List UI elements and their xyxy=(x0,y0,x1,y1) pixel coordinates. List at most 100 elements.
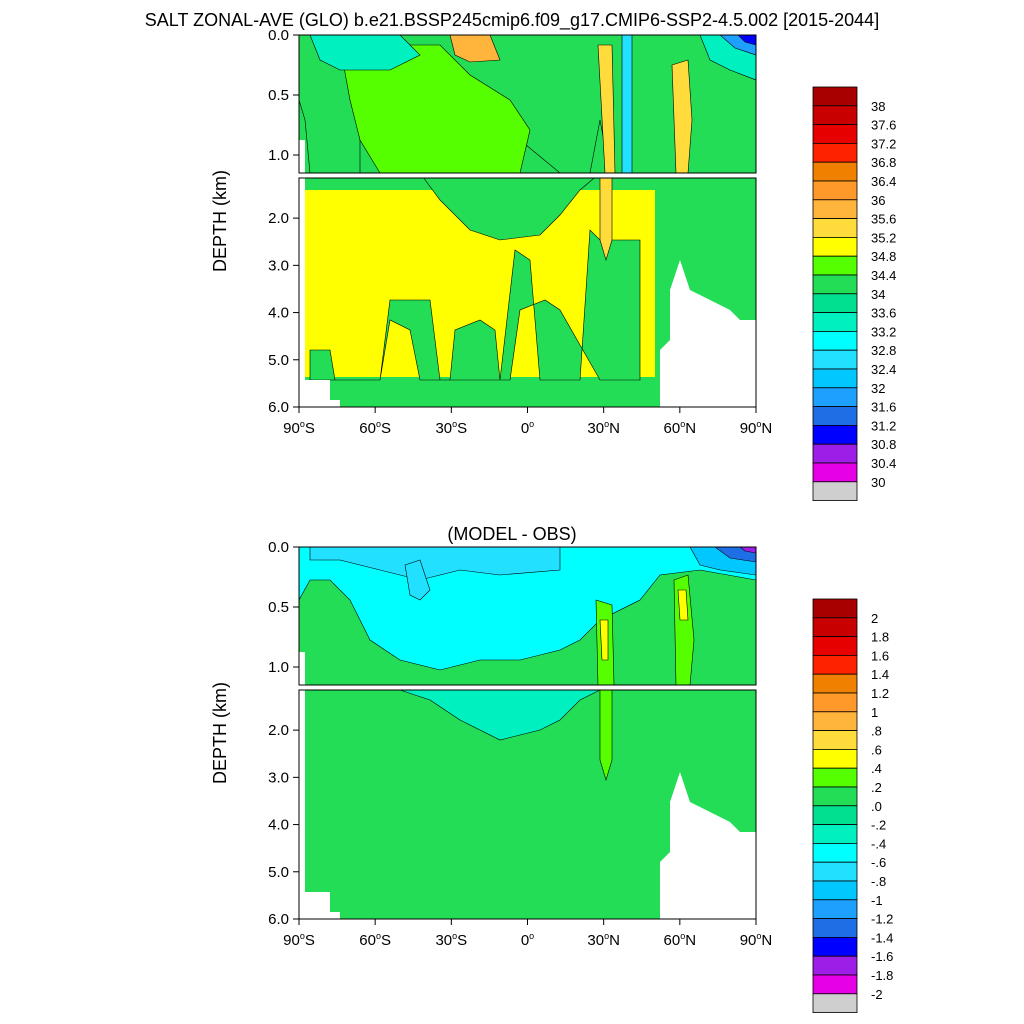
chart-title-salinity: SALT ZONAL-AVE (GLO) b.e21.BSSP245cmip6.… xyxy=(145,10,879,31)
colorbar-label: 30 xyxy=(871,475,885,490)
colorbar-label: 34.4 xyxy=(871,268,896,283)
colorbar-swatch xyxy=(812,255,858,276)
land-mask xyxy=(299,547,756,919)
y-tick-label: 1.0 xyxy=(268,659,289,676)
colorbar-label: -.2 xyxy=(871,818,886,833)
field-region xyxy=(737,35,756,46)
colorbar-swatch xyxy=(812,142,858,163)
y-tick-label: 5.0 xyxy=(268,864,289,881)
colorbar-swatch xyxy=(812,843,858,863)
colorbar-swatch xyxy=(812,937,858,957)
x-tick-label: 60oN xyxy=(664,931,697,949)
colorbar-swatch xyxy=(812,86,858,107)
y-tick-label: 5.0 xyxy=(268,352,289,369)
colorbar-label: 1.4 xyxy=(871,667,889,682)
colorbar-label: 31.2 xyxy=(871,418,896,433)
colorbar-label: 35.6 xyxy=(871,212,896,227)
colorbar-label: 38 xyxy=(871,99,885,114)
y-tick-label: 0.5 xyxy=(268,87,289,104)
x-tick-label: 60oN xyxy=(664,419,697,437)
field-region xyxy=(404,559,431,601)
y-tick-label: 3.0 xyxy=(268,257,289,274)
colorbar-label: 1 xyxy=(871,705,878,720)
x-tick-label: 30oS xyxy=(435,931,467,949)
colorbar-swatch xyxy=(812,749,858,769)
colorbar-swatch xyxy=(812,218,858,238)
colorbar-swatch xyxy=(812,824,858,844)
field-region xyxy=(419,172,601,241)
x-tick-label: 90oS xyxy=(283,931,315,949)
colorbar-swatch xyxy=(812,424,858,445)
contour-field xyxy=(299,547,756,919)
colorbar-swatch xyxy=(812,880,858,901)
y-tick-label: 6.0 xyxy=(268,399,289,416)
colorbar-label: .2 xyxy=(871,780,882,795)
colorbar-swatch xyxy=(812,673,858,694)
field-region xyxy=(309,35,421,71)
x-tick-label: 30oN xyxy=(587,419,620,437)
colorbar-label: .0 xyxy=(871,799,882,814)
y-tick-label: 2.0 xyxy=(268,210,289,227)
x-tick-label: 90oN xyxy=(740,931,773,949)
colorbar-label: 33.2 xyxy=(871,324,896,339)
colorbar-label: -1.2 xyxy=(871,912,893,927)
field-region xyxy=(671,59,693,174)
contour-field xyxy=(299,35,756,407)
y-tick-label: 0.0 xyxy=(268,539,289,556)
colorbar-swatch xyxy=(812,955,858,976)
colorbar-swatch xyxy=(812,199,858,220)
colorbar-label: -.4 xyxy=(871,836,886,851)
panel-1: 0.0 0.5 1.0 2.0 3.0 4.0 5.0 6.0 DEPTH (km) 90oS 60… xyxy=(210,27,896,501)
field-region xyxy=(303,702,655,889)
x-tick-label: 90oS xyxy=(283,419,315,437)
y-tick-label: 2.0 xyxy=(268,722,289,739)
colorbar-swatch xyxy=(812,617,858,637)
colorbar-label: .8 xyxy=(871,724,882,739)
colorbar-swatch xyxy=(812,180,858,201)
colorbar-swatch xyxy=(812,598,858,619)
upper-frame xyxy=(298,546,757,686)
colorbar-swatch xyxy=(812,161,858,182)
field-region xyxy=(739,547,756,554)
x-tick-label: 0o xyxy=(521,931,534,949)
colorbar-swatch xyxy=(812,443,858,464)
colorbar-label: 36.8 xyxy=(871,155,896,170)
x-tick-label: 60oS xyxy=(359,931,391,949)
y-tick-label: 0.5 xyxy=(268,599,289,616)
colorbar-label: -.8 xyxy=(871,874,886,889)
colorbar-label: -2 xyxy=(871,987,883,1002)
colorbar: 21.81.61.41.21.8.6.4.2.0-.2-.4-.6-.8-1-1… xyxy=(812,598,893,1013)
colorbar-label: 36 xyxy=(871,193,885,208)
colorbar-swatch xyxy=(812,692,858,713)
colorbar-label: 30.4 xyxy=(871,456,896,471)
y-tick-label: 4.0 xyxy=(268,305,289,322)
colorbar-label: 37.6 xyxy=(871,118,896,133)
colorbar-swatch xyxy=(812,918,858,938)
colorbar-swatch xyxy=(812,349,858,370)
field-region xyxy=(309,547,561,581)
x-tick-label: 30oN xyxy=(587,931,620,949)
x-tick-label: 0o xyxy=(521,419,534,437)
field-region xyxy=(599,689,613,782)
colorbar-swatch xyxy=(812,274,858,295)
colorbar-swatch xyxy=(812,861,858,882)
chart-title-difference: (MODEL - OBS) xyxy=(447,524,576,544)
colorbar-label: 1.2 xyxy=(871,686,889,701)
colorbar-swatch xyxy=(812,312,858,332)
colorbar-swatch xyxy=(812,406,858,426)
field-region xyxy=(309,229,641,381)
colorbar-label: 32.8 xyxy=(871,343,896,358)
field-region xyxy=(339,44,531,174)
colorbar-label: .6 xyxy=(871,742,882,757)
colorbar-label: 34.8 xyxy=(871,249,896,264)
colorbar-label: 30.8 xyxy=(871,437,896,452)
colorbar-swatch xyxy=(812,786,858,807)
colorbar-label: 32 xyxy=(871,381,885,396)
colorbar: 38 37.6 37.2 36.8 36.4 36 35.6 35.2 34.8 34.4 34 33… xyxy=(812,86,896,501)
field-region xyxy=(621,35,633,174)
colorbar-label: -1.8 xyxy=(871,968,893,983)
colorbar-swatch xyxy=(812,805,858,825)
colorbar-swatch xyxy=(812,655,858,675)
colorbar-swatch xyxy=(812,236,858,257)
